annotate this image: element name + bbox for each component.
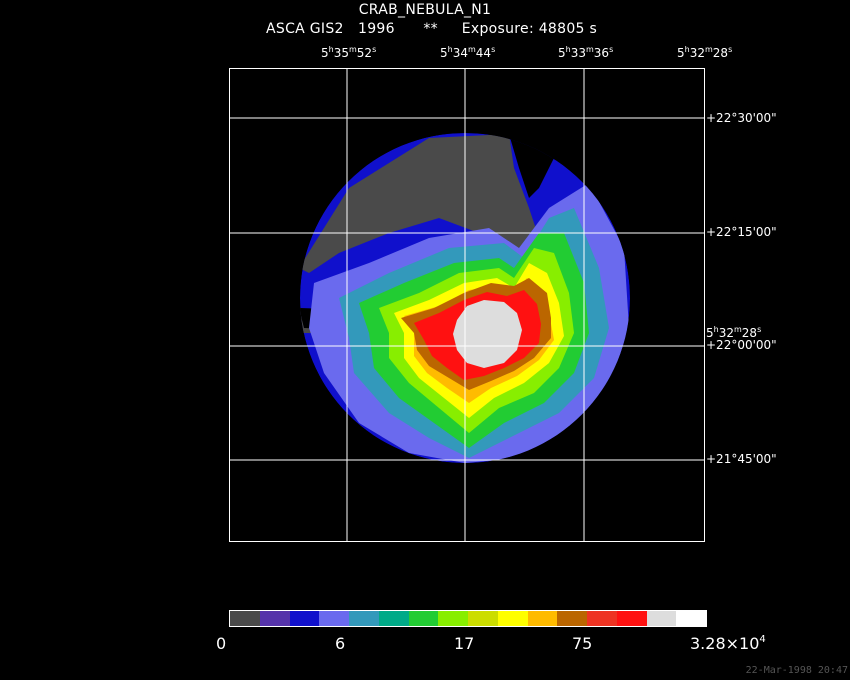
colorbar-swatch — [378, 611, 409, 626]
colorbar-label: 6 — [335, 634, 346, 653]
flag-label: ** — [423, 21, 438, 37]
colorbar-swatch — [259, 611, 290, 626]
colorbar-swatch — [527, 611, 558, 626]
image-title: CRAB_NEBULA_N1 — [358, 2, 492, 18]
colorbar-swatch — [587, 611, 617, 626]
colorbar-label: 17 — [454, 634, 475, 653]
ra-tick-label: 5h32m28s — [677, 45, 733, 60]
year-label: 1996 — [358, 21, 395, 37]
exposure-label: Exposure: 48805 s — [461, 21, 598, 37]
xray-image — [229, 68, 705, 542]
ra-tick-label: 5h35m52s — [321, 45, 377, 60]
colorbar-label: 0 — [216, 634, 227, 653]
colorbar-swatch — [676, 611, 706, 626]
timestamp: 22-Mar-1998 20:47 — [745, 665, 848, 676]
dec-tick-label: +21°45'00" — [706, 452, 777, 466]
observation-info: ASCA GIS2 1996 ** Exposure: 48805 s — [266, 21, 597, 37]
colorbar-swatch — [646, 611, 677, 626]
colorbar — [229, 610, 707, 627]
colorbar-swatch — [616, 611, 647, 626]
dec-tick-label: +22°00'00" — [706, 338, 777, 352]
colorbar-swatch — [289, 611, 320, 626]
colorbar-swatch — [438, 611, 468, 626]
coordinate-grid — [229, 68, 705, 542]
colorbar-swatch — [319, 611, 349, 626]
colorbar-max-label: 3.28×104 — [690, 634, 766, 653]
dec-tick-label: +22°30'00" — [706, 111, 777, 125]
plot-frame — [229, 68, 705, 542]
colorbar-swatch — [349, 611, 379, 626]
ra-tick-label: 5h34m44s — [440, 45, 496, 60]
colorbar-swatch — [468, 611, 498, 626]
ra-tick-label: 5h33m36s — [558, 45, 614, 60]
ra-edge-label: 5h32m28s — [706, 325, 762, 340]
colorbar-swatch — [230, 611, 260, 626]
colorbar-swatch — [557, 611, 587, 626]
instrument-label: ASCA GIS2 — [266, 21, 344, 37]
colorbar-swatch — [408, 611, 439, 626]
intensity-map — [300, 133, 630, 463]
dec-tick-label: +22°15'00" — [706, 225, 777, 239]
colorbar-swatch — [497, 611, 528, 626]
colorbar-label: 75 — [572, 634, 593, 653]
